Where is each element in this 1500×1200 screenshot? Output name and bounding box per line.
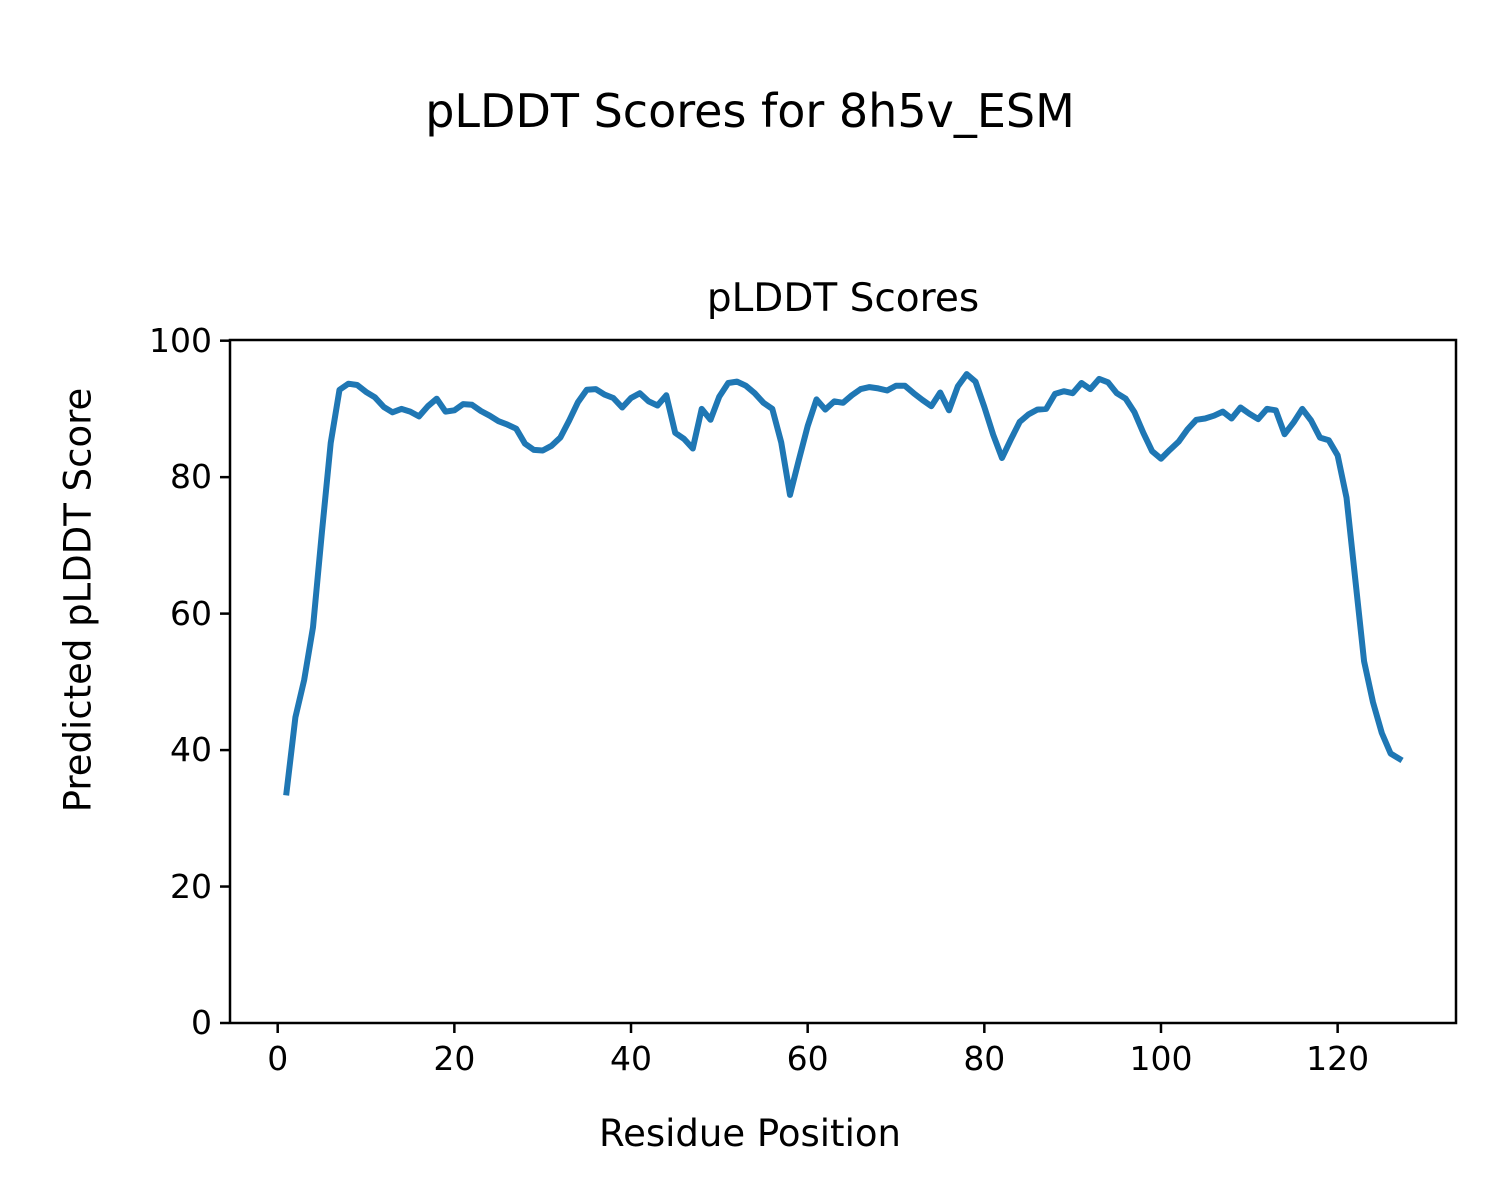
plot-border (228, 338, 1458, 1025)
y-tick-label: 20 (170, 866, 212, 906)
plot-line (283, 371, 1404, 796)
x-tick-label: 20 (433, 1039, 476, 1078)
x-tick-label: 0 (267, 1039, 289, 1078)
x-tick-label: 120 (1306, 1039, 1370, 1078)
y-tick-label: 60 (170, 593, 212, 633)
y-tick-label: 100 (149, 320, 212, 360)
figure-suptitle: pLDDT Scores for 8h5v_ESM (425, 84, 1075, 138)
y-tick-label: 40 (170, 730, 212, 770)
x-tick-label: 100 (1129, 1039, 1193, 1078)
axes-title: pLDDT Scores (706, 276, 980, 321)
x-axis-label: Residue Position (599, 1112, 901, 1155)
x-tick-label: 60 (786, 1039, 829, 1078)
y-tick-label: 0 (191, 1003, 212, 1042)
x-tick-label: 40 (610, 1039, 652, 1078)
x-tick-label: 80 (963, 1039, 1006, 1078)
y-tick-label: 80 (170, 457, 212, 497)
